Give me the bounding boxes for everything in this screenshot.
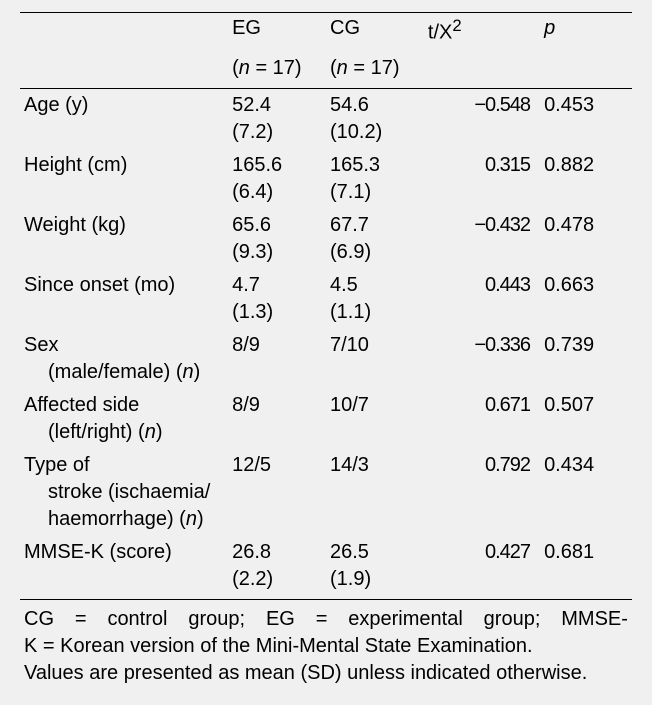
row-label: Sex(male/female) (n) — [20, 329, 228, 389]
footnote-word: = — [316, 606, 328, 633]
footnote-word: = — [75, 606, 87, 633]
row-eg: 8/9 — [228, 329, 326, 389]
table-footnote: CG = control group; EG = experimental group; MMS… — [20, 600, 632, 687]
footnote-word: group; — [188, 606, 245, 633]
header-blank — [20, 13, 228, 53]
row-eg: 26.8(2.2) — [228, 536, 326, 600]
row-t: −0.336 — [424, 329, 534, 389]
header-t: t/X2 — [424, 13, 534, 53]
row-label: Height (cm) — [20, 149, 228, 209]
header-row-2: (n = 17) (n = 17) — [20, 53, 632, 89]
row-t: 0.671 — [424, 389, 534, 449]
row-t: 0.792 — [424, 449, 534, 536]
table-row: Height (cm)165.6(6.4)165.3(7.1)0.3150.88… — [20, 149, 632, 209]
footnote-line-1: CG = control group; EG = experimental group; MMS… — [24, 606, 628, 633]
header-p: p — [534, 13, 632, 53]
row-cg: 14/3 — [326, 449, 424, 536]
header-row-1: EG CG t/X2 p — [20, 13, 632, 53]
footnote-line-2: K = Korean version of the Mini-Mental St… — [24, 633, 628, 660]
table-row: Weight (kg)65.6(9.3)67.7(6.9)−0.4320.478 — [20, 209, 632, 269]
header-p-blank — [534, 53, 632, 89]
row-p: 0.507 — [534, 389, 632, 449]
header-cg-n: (n = 17) — [326, 53, 424, 89]
data-table: EG CG t/X2 p (n = 17) (n = 17) Age (y)52… — [20, 12, 632, 600]
header-blank-2 — [20, 53, 228, 89]
row-p: 0.663 — [534, 269, 632, 329]
table-row: Since onset (mo)4.7(1.3)4.5(1.1)0.4430.6… — [20, 269, 632, 329]
row-t: 0.427 — [424, 536, 534, 600]
row-t: 0.443 — [424, 269, 534, 329]
row-cg: 7/10 — [326, 329, 424, 389]
header-t-blank — [424, 53, 534, 89]
footnote-line-3: Values are presented as mean (SD) unless… — [24, 660, 628, 687]
row-cg: 54.6(10.2) — [326, 88, 424, 149]
row-label: Affected side(left/right) (n) — [20, 389, 228, 449]
footnote-word: CG — [24, 606, 54, 633]
table-row: Affected side(left/right) (n)8/910/70.67… — [20, 389, 632, 449]
row-label: MMSE-K (score) — [20, 536, 228, 600]
table-row: MMSE-K (score)26.8(2.2)26.5(1.9)0.4270.6… — [20, 536, 632, 600]
row-p: 0.434 — [534, 449, 632, 536]
footnote-word: experimental — [348, 606, 463, 633]
footnote-word: control — [107, 606, 167, 633]
row-cg: 10/7 — [326, 389, 424, 449]
row-eg: 8/9 — [228, 389, 326, 449]
row-eg: 4.7(1.3) — [228, 269, 326, 329]
table-row: Age (y)52.4(7.2)54.6(10.2)−0.5480.453 — [20, 88, 632, 149]
row-eg: 65.6(9.3) — [228, 209, 326, 269]
baseline-characteristics-table: EG CG t/X2 p (n = 17) (n = 17) Age (y)52… — [20, 12, 632, 687]
footnote-word: EG — [266, 606, 295, 633]
table-row: Sex(male/female) (n)8/97/10−0.3360.739 — [20, 329, 632, 389]
row-label: Type ofstroke (ischaemia/haemorrhage) (n… — [20, 449, 228, 536]
row-p: 0.453 — [534, 88, 632, 149]
header-eg: EG — [228, 13, 326, 53]
row-t: −0.432 — [424, 209, 534, 269]
row-eg: 165.6(6.4) — [228, 149, 326, 209]
row-cg: 67.7(6.9) — [326, 209, 424, 269]
row-t: 0.315 — [424, 149, 534, 209]
footnote-word: MMSE- — [561, 606, 628, 633]
footnote-word: group; — [484, 606, 541, 633]
table-body: Age (y)52.4(7.2)54.6(10.2)−0.5480.453Hei… — [20, 88, 632, 599]
row-cg: 165.3(7.1) — [326, 149, 424, 209]
row-cg: 26.5(1.9) — [326, 536, 424, 600]
row-cg: 4.5(1.1) — [326, 269, 424, 329]
row-t: −0.548 — [424, 88, 534, 149]
header-eg-n: (n = 17) — [228, 53, 326, 89]
row-p: 0.882 — [534, 149, 632, 209]
row-p: 0.478 — [534, 209, 632, 269]
row-label: Since onset (mo) — [20, 269, 228, 329]
table-row: Type ofstroke (ischaemia/haemorrhage) (n… — [20, 449, 632, 536]
row-label: Weight (kg) — [20, 209, 228, 269]
row-label: Age (y) — [20, 88, 228, 149]
row-eg: 12/5 — [228, 449, 326, 536]
header-cg: CG — [326, 13, 424, 53]
row-p: 0.739 — [534, 329, 632, 389]
row-eg: 52.4(7.2) — [228, 88, 326, 149]
row-p: 0.681 — [534, 536, 632, 600]
